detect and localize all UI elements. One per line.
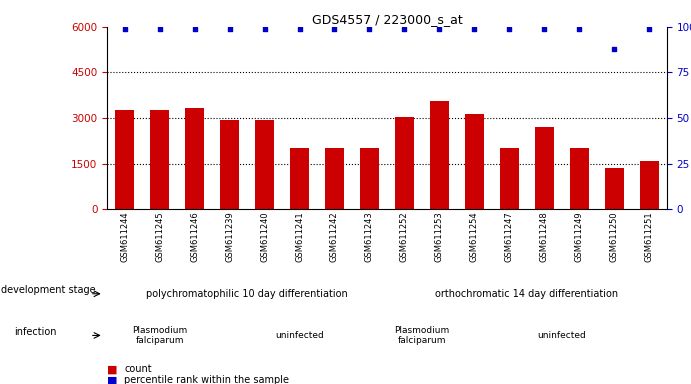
- Text: polychromatophilic 10 day differentiation: polychromatophilic 10 day differentiatio…: [146, 289, 348, 299]
- Text: GSM611240: GSM611240: [260, 211, 269, 262]
- Point: [434, 26, 445, 32]
- Bar: [640, 161, 659, 209]
- Text: GSM611250: GSM611250: [610, 211, 619, 262]
- Text: infection: infection: [14, 326, 57, 337]
- Point: [329, 26, 340, 32]
- Bar: [570, 149, 589, 209]
- Text: ■: ■: [107, 375, 117, 384]
- Text: percentile rank within the sample: percentile rank within the sample: [124, 375, 290, 384]
- Point: [469, 26, 480, 32]
- Bar: [220, 119, 239, 209]
- Bar: [255, 119, 274, 209]
- Text: GSM611252: GSM611252: [400, 211, 409, 262]
- Text: GSM611242: GSM611242: [330, 211, 339, 262]
- Point: [154, 26, 165, 32]
- Text: GSM611246: GSM611246: [190, 211, 199, 262]
- Bar: [115, 111, 134, 209]
- Text: Plasmodium
falciparum: Plasmodium falciparum: [132, 326, 187, 345]
- Text: count: count: [124, 364, 152, 374]
- Point: [644, 26, 655, 32]
- Point: [609, 46, 620, 52]
- Point: [364, 26, 375, 32]
- Point: [224, 26, 235, 32]
- Bar: [360, 149, 379, 209]
- Point: [259, 26, 270, 32]
- Text: Plasmodium
falciparum: Plasmodium falciparum: [395, 326, 450, 345]
- Text: uninfected: uninfected: [538, 331, 586, 340]
- Text: GSM611243: GSM611243: [365, 211, 374, 262]
- Title: GDS4557 / 223000_s_at: GDS4557 / 223000_s_at: [312, 13, 462, 26]
- Bar: [150, 109, 169, 209]
- Text: GSM611247: GSM611247: [505, 211, 514, 262]
- Text: GSM611248: GSM611248: [540, 211, 549, 262]
- Bar: [430, 101, 449, 209]
- Point: [399, 26, 410, 32]
- Text: GSM611249: GSM611249: [575, 211, 584, 262]
- Bar: [185, 108, 204, 209]
- Point: [504, 26, 515, 32]
- Bar: [535, 127, 554, 209]
- Bar: [500, 148, 519, 209]
- Point: [574, 26, 585, 32]
- Text: development stage: development stage: [1, 285, 96, 295]
- Bar: [395, 117, 414, 209]
- Point: [189, 26, 200, 32]
- Text: GSM611241: GSM611241: [295, 211, 304, 262]
- Text: GSM611245: GSM611245: [155, 211, 164, 262]
- Text: ■: ■: [107, 364, 117, 374]
- Bar: [605, 168, 624, 209]
- Text: GSM611251: GSM611251: [645, 211, 654, 262]
- Text: uninfected: uninfected: [275, 331, 324, 340]
- Bar: [290, 149, 309, 209]
- Text: GSM611239: GSM611239: [225, 211, 234, 262]
- Point: [539, 26, 550, 32]
- Point: [294, 26, 305, 32]
- Bar: [465, 114, 484, 209]
- Bar: [325, 148, 344, 209]
- Text: orthochromatic 14 day differentiation: orthochromatic 14 day differentiation: [435, 289, 618, 299]
- Text: GSM611253: GSM611253: [435, 211, 444, 262]
- Point: [119, 26, 130, 32]
- Text: GSM611244: GSM611244: [120, 211, 129, 262]
- Text: GSM611254: GSM611254: [470, 211, 479, 262]
